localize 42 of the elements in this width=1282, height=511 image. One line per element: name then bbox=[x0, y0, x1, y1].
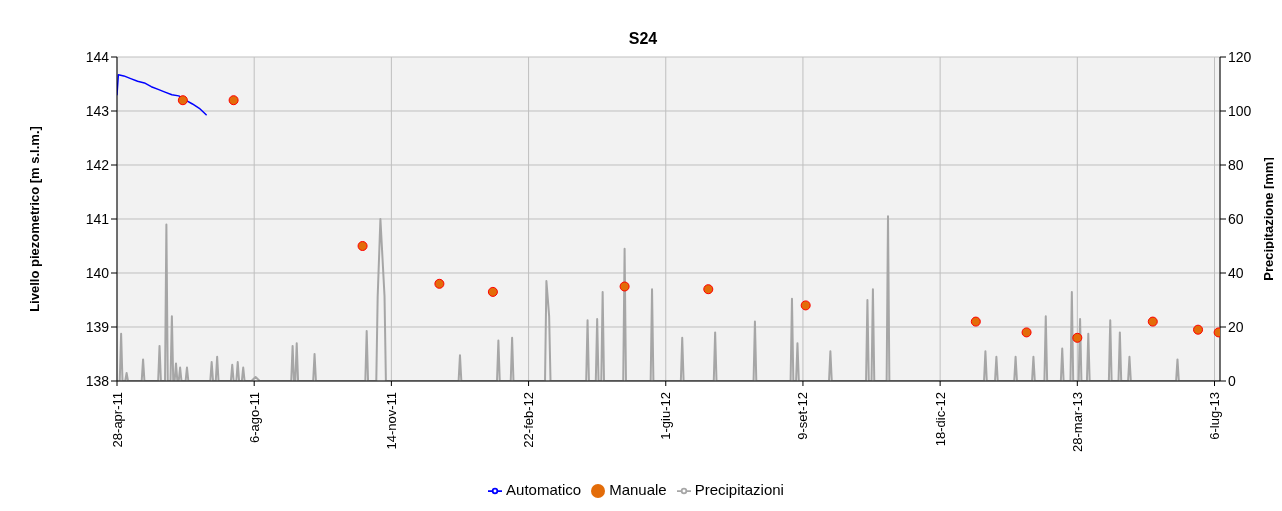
y-tick-label: 138 bbox=[85, 372, 110, 389]
point bbox=[800, 300, 811, 311]
y-axis-title: Livello piezometrico [m s.l.m.] bbox=[26, 126, 42, 312]
legend-label: Precipitazioni bbox=[694, 481, 784, 498]
point bbox=[1021, 327, 1032, 338]
point bbox=[357, 240, 368, 252]
legend-label: Manuale bbox=[609, 481, 667, 498]
legend-label: Automatico bbox=[506, 481, 582, 498]
y-tick-label: 141 bbox=[85, 210, 110, 227]
point bbox=[703, 284, 714, 295]
x-tick-label: 28-mar-13 bbox=[1069, 392, 1085, 452]
x-tick-label: 6-lug-13 bbox=[1207, 392, 1223, 440]
x-tick-label: 18-dic-12 bbox=[932, 392, 948, 447]
point bbox=[487, 286, 498, 297]
y2-tick-label: 120 bbox=[1228, 48, 1252, 65]
x-tick-label: 28-apr-11 bbox=[109, 392, 125, 448]
point bbox=[1147, 316, 1158, 327]
point bbox=[228, 95, 239, 106]
y2-tick-label: 0 bbox=[1228, 372, 1236, 389]
point bbox=[1193, 324, 1204, 335]
x-tick-label: 14-nov-11 bbox=[383, 392, 399, 450]
y2-tick-label: 80 bbox=[1228, 156, 1244, 173]
x-tick-label: 6-ago-11 bbox=[246, 392, 262, 444]
y2-tick-label: 60 bbox=[1228, 210, 1244, 227]
y-tick-label: 144 bbox=[85, 48, 110, 65]
y-tick-label: 139 bbox=[85, 318, 110, 335]
point bbox=[177, 95, 188, 106]
x-tick-label: 9-set-12 bbox=[795, 392, 811, 440]
point bbox=[434, 278, 445, 289]
point bbox=[1072, 332, 1083, 343]
x-tick-label: 1-giu-12 bbox=[658, 392, 674, 440]
point bbox=[970, 316, 981, 327]
chart-title: S24 bbox=[627, 30, 659, 48]
x-tick-label: 22-feb-12 bbox=[521, 392, 537, 448]
y-tick-label: 143 bbox=[85, 102, 110, 119]
y-tick-label: 140 bbox=[85, 264, 110, 281]
point bbox=[619, 281, 630, 292]
y2-tick-label: 40 bbox=[1228, 264, 1244, 281]
line-series bbox=[117, 74, 207, 116]
y2-tick-label: 20 bbox=[1228, 318, 1244, 335]
y2-tick-label: 100 bbox=[1228, 102, 1252, 119]
y-tick-label: 142 bbox=[85, 156, 110, 173]
